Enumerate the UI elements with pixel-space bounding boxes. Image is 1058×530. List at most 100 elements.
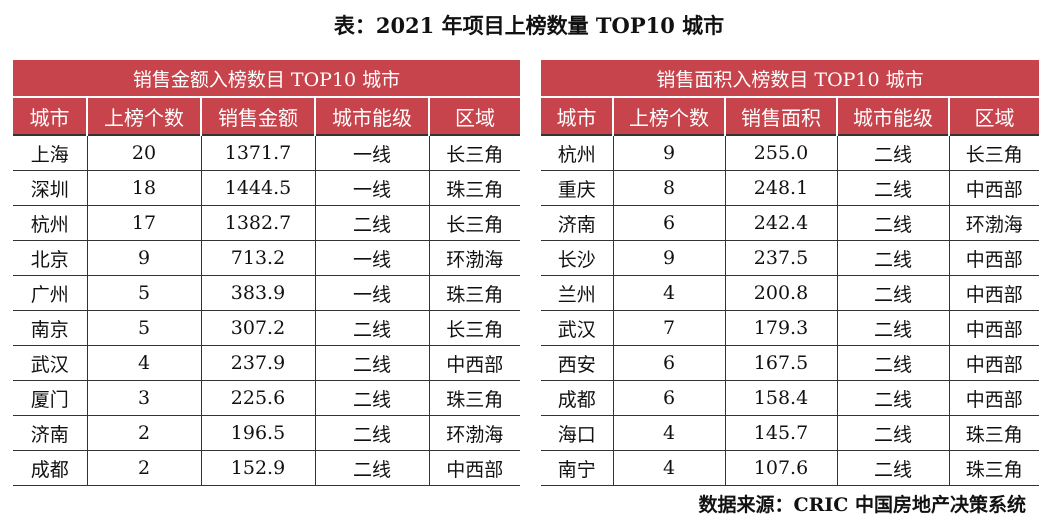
- table-cell: 一线: [314, 240, 429, 276]
- table-cell: 二线: [314, 380, 429, 416]
- table-cell: 珠三角: [428, 170, 521, 206]
- table-cell: 二线: [836, 205, 949, 241]
- table-cell: 二线: [836, 310, 949, 346]
- table-cell: 145.7: [724, 415, 837, 451]
- table-cell: 17: [86, 205, 201, 241]
- table-cell: 长沙: [541, 240, 613, 276]
- table-row: 长沙 9 237.5 二线 中西部: [541, 240, 1040, 276]
- column-header: 上榜个数: [86, 96, 201, 135]
- sales-area-table: 销售面积入榜数目 TOP10 城市 城市 上榜个数 销售面积 城市能级 区域 杭州 9 25…: [541, 60, 1040, 486]
- column-header: 上榜个数: [612, 96, 725, 135]
- table-cell: 383.9: [200, 275, 315, 311]
- table-cell: 307.2: [200, 310, 315, 346]
- table-row: 兰州 4 200.8 二线 中西部: [541, 275, 1040, 311]
- table-row: 南京 5 307.2 二线 长三角: [13, 310, 521, 346]
- table-cell: 环渤海: [428, 240, 521, 276]
- table-cell: 4: [612, 450, 725, 486]
- table-cell: 一线: [314, 134, 429, 171]
- table-cell: 珠三角: [428, 380, 521, 416]
- table-cell: 237.5: [724, 240, 837, 276]
- table-cell: 成都: [541, 380, 613, 416]
- table-cell: 152.9: [200, 450, 315, 486]
- table-cell: 4: [86, 345, 201, 381]
- table-cell: 6: [612, 380, 725, 416]
- table-cell: 中西部: [948, 310, 1040, 346]
- table-row: 厦门 3 225.6 二线 珠三角: [13, 380, 521, 416]
- table-cell: 一线: [314, 275, 429, 311]
- table-cell: 6: [612, 345, 725, 381]
- table-row: 杭州 17 1382.7 二线 长三角: [13, 205, 521, 241]
- column-header: 销售金额: [200, 96, 315, 135]
- column-header: 区域: [947, 96, 1040, 135]
- table-caption: 销售金额入榜数目 TOP10 城市: [13, 60, 521, 97]
- table-row: 武汉 4 237.9 二线 中西部: [13, 345, 521, 381]
- table-row: 南宁 4 107.6 二线 珠三角: [541, 450, 1040, 486]
- table-cell: 6: [612, 205, 725, 241]
- table-caption: 销售面积入榜数目 TOP10 城市: [541, 60, 1040, 97]
- table-cell: 107.6: [724, 450, 837, 486]
- table-cell: 二线: [836, 275, 949, 311]
- table-row: 成都 6 158.4 二线 中西部: [541, 380, 1040, 416]
- table-row: 济南 6 242.4 二线 环渤海: [541, 205, 1040, 241]
- table-cell: 二线: [836, 415, 949, 451]
- table-cell: 海口: [541, 415, 613, 451]
- source-note: 数据来源：CRIC 中国房地产决策系统: [698, 494, 1026, 516]
- table-cell: 中西部: [948, 275, 1040, 311]
- table-cell: 9: [612, 134, 725, 171]
- table-cell: 兰州: [541, 275, 613, 311]
- table-cell: 4: [612, 275, 725, 311]
- table-cell: 1444.5: [200, 170, 315, 206]
- table-cell: 环渤海: [428, 415, 521, 451]
- table-row: 成都 2 152.9 二线 中西部: [13, 450, 521, 486]
- table-cell: 上海: [13, 134, 87, 171]
- table-cell: 广州: [13, 275, 87, 311]
- table-cell: 255.0: [724, 134, 837, 171]
- table-cell: 5: [86, 275, 201, 311]
- table-row: 北京 9 713.2 一线 环渤海: [13, 240, 521, 276]
- table-cell: 248.1: [724, 170, 837, 206]
- table-cell: 济南: [541, 205, 613, 241]
- table-cell: 中西部: [428, 450, 521, 486]
- table-cell: 南宁: [541, 450, 613, 486]
- table-cell: 重庆: [541, 170, 613, 206]
- table-cell: 中西部: [948, 345, 1040, 381]
- table-cell: 北京: [13, 240, 87, 276]
- table-row: 上海 20 1371.7 一线 长三角: [13, 134, 521, 171]
- column-header: 城市能级: [314, 96, 429, 135]
- table-cell: 7: [612, 310, 725, 346]
- table-header-row: 城市 上榜个数 销售金额 城市能级 区域: [13, 96, 521, 135]
- table-row: 重庆 8 248.1 二线 中西部: [541, 170, 1040, 206]
- table-cell: 环渤海: [948, 205, 1040, 241]
- column-header: 区域: [427, 96, 521, 135]
- sales-amount-table: 销售金额入榜数目 TOP10 城市 城市 上榜个数 销售金额 城市能级 区域 上海 20 1…: [13, 60, 521, 486]
- table-cell: 158.4: [724, 380, 837, 416]
- table-cell: 南京: [13, 310, 87, 346]
- table-row: 海口 4 145.7 二线 珠三角: [541, 415, 1040, 451]
- table-cell: 2: [86, 415, 201, 451]
- table-cell: 200.8: [724, 275, 837, 311]
- table-cell: 成都: [13, 450, 87, 486]
- table-cell: 中西部: [948, 170, 1040, 206]
- table-cell: 杭州: [541, 134, 613, 171]
- table-cell: 珠三角: [948, 450, 1040, 486]
- table-cell: 长三角: [428, 310, 521, 346]
- column-header: 城市: [541, 96, 613, 135]
- table-row: 广州 5 383.9 一线 珠三角: [13, 275, 521, 311]
- table-cell: 西安: [541, 345, 613, 381]
- table-header-row: 城市 上榜个数 销售面积 城市能级 区域: [541, 96, 1040, 135]
- table-cell: 长三角: [948, 134, 1040, 171]
- table-cell: 9: [86, 240, 201, 276]
- table-cell: 18: [86, 170, 201, 206]
- table-cell: 1382.7: [200, 205, 315, 241]
- table-row: 深圳 18 1444.5 一线 珠三角: [13, 170, 521, 206]
- table-cell: 武汉: [541, 310, 613, 346]
- table-cell: 237.9: [200, 345, 315, 381]
- table-cell: 二线: [314, 345, 429, 381]
- table-cell: 二线: [314, 450, 429, 486]
- table-cell: 二线: [836, 380, 949, 416]
- table-cell: 二线: [836, 170, 949, 206]
- table-cell: 中西部: [948, 240, 1040, 276]
- column-header: 城市能级: [836, 96, 949, 135]
- table-cell: 杭州: [13, 205, 87, 241]
- table-cell: 二线: [836, 345, 949, 381]
